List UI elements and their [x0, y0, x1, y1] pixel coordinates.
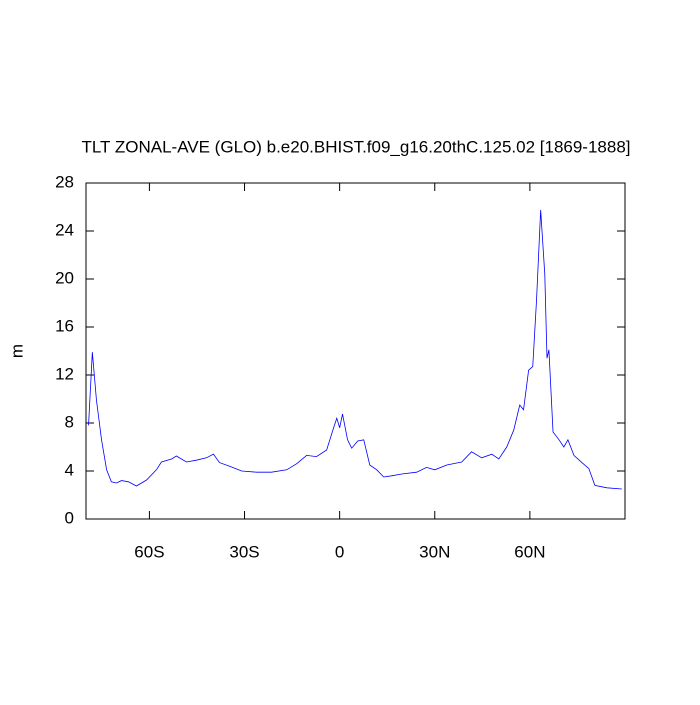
y-tick-label: 8	[65, 412, 74, 431]
data-line	[88, 209, 622, 490]
y-tick-label: 4	[65, 460, 74, 479]
x-tick-label: 0	[335, 542, 344, 561]
x-tick-label: 30N	[419, 542, 450, 561]
x-tick-label: 60N	[514, 542, 545, 561]
y-tick-label: 16	[55, 316, 74, 335]
y-tick-label: 20	[55, 268, 74, 287]
y-tick-label: 28	[55, 172, 74, 191]
y-axis-label: m	[7, 344, 26, 358]
plot-frame	[85, 182, 626, 520]
x-tick-label: 30S	[229, 542, 259, 561]
x-tick-label: 60S	[134, 542, 164, 561]
y-tick-label: 12	[55, 364, 74, 383]
y-tick-label: 24	[55, 220, 74, 239]
chart-title: TLT ZONAL-AVE (GLO) b.e20.BHIST.f09_g16.…	[81, 137, 630, 156]
y-tick-label: 0	[65, 508, 74, 527]
